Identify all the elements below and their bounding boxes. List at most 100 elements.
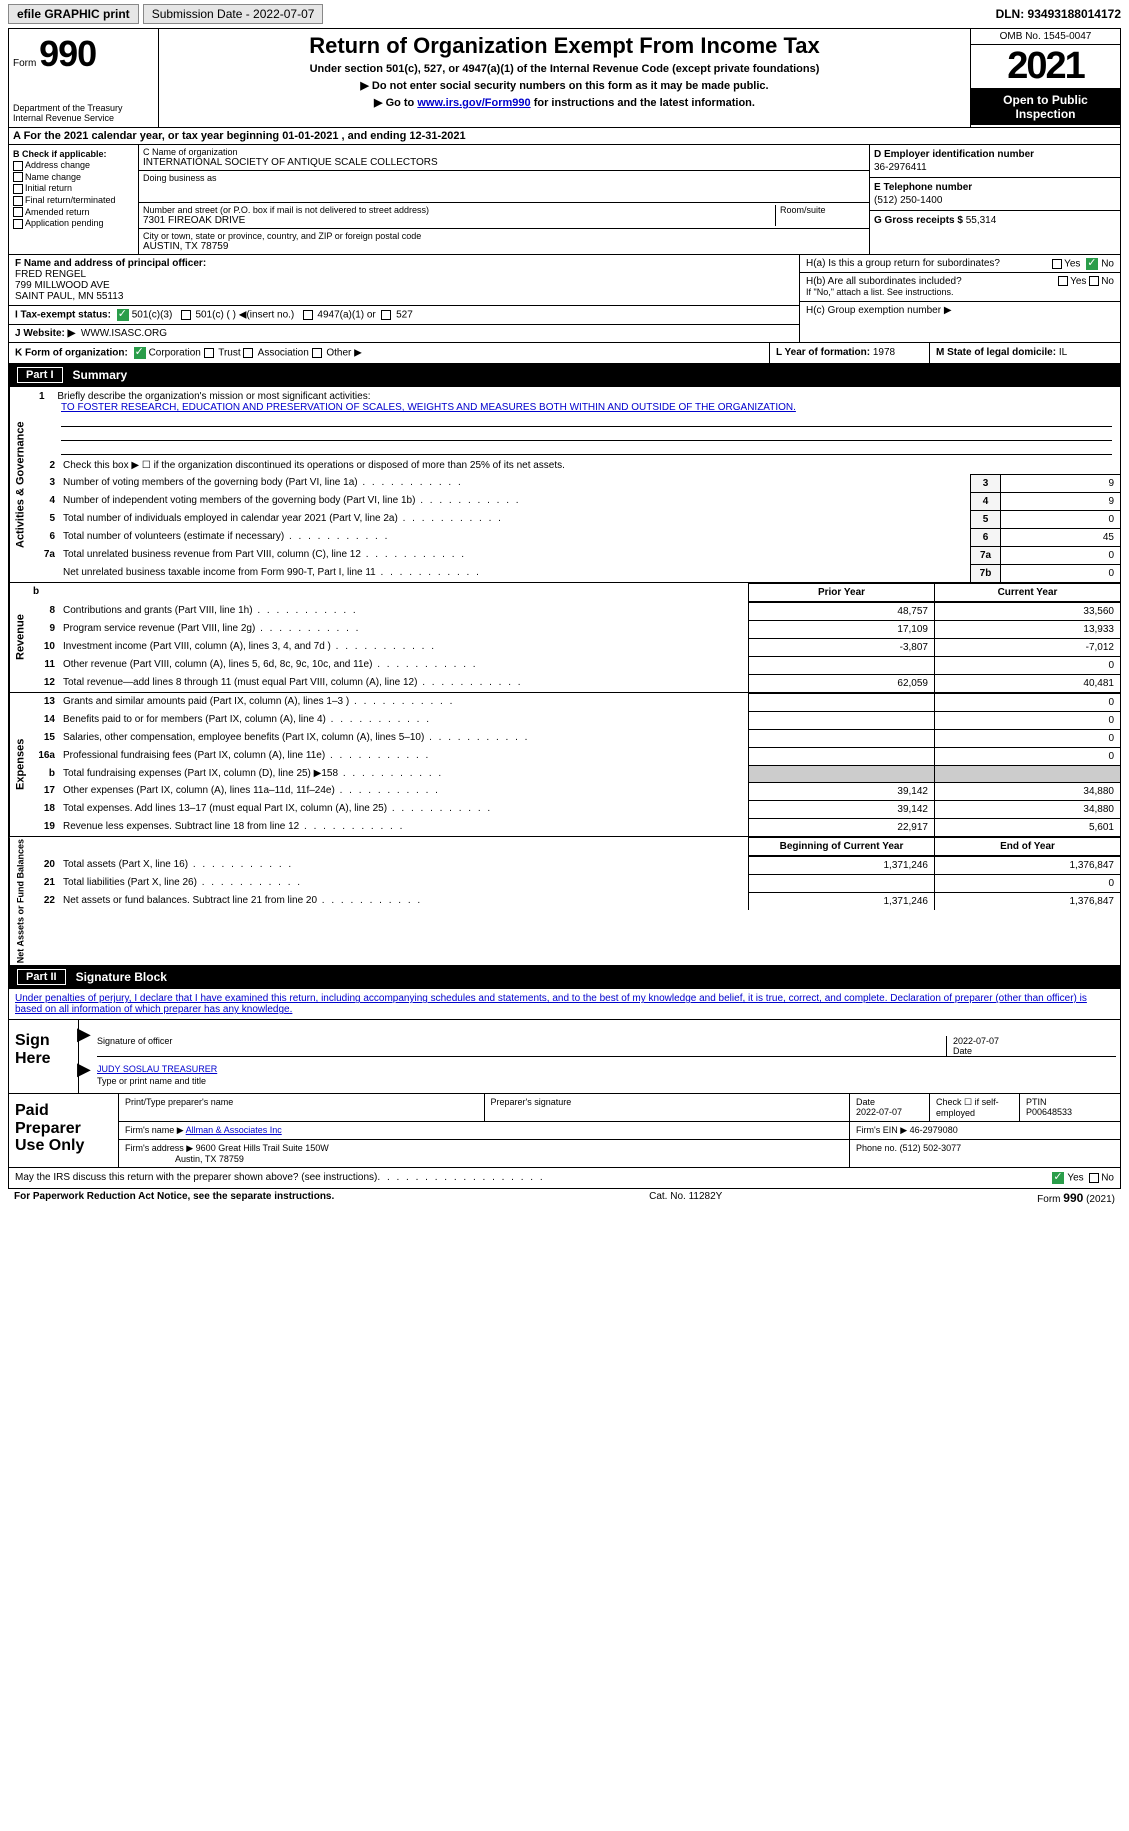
summary-line: 9Program service revenue (Part VIII, lin… [31, 620, 1120, 638]
sign-here-label: Sign Here [9, 1020, 79, 1093]
sub3-a: ▶ Go to [374, 97, 417, 109]
summary-line: 14Benefits paid to or for members (Part … [31, 711, 1120, 729]
vtab-revenue: Revenue [9, 583, 31, 692]
prior-year-header: Prior Year [748, 583, 934, 602]
firm-name: Allman & Associates Inc [186, 1125, 282, 1135]
irs-discuss-row: May the IRS discuss this return with the… [8, 1168, 1121, 1189]
form-footer-label: Form 990 (2021) [1037, 1191, 1115, 1205]
summary-line: 18Total expenses. Add lines 13–17 (must … [31, 800, 1120, 818]
pp-name-label: Print/Type preparer's name [119, 1094, 485, 1121]
chk-assoc[interactable] [243, 348, 253, 358]
form-number: 990 [39, 33, 96, 74]
box-b-title: B Check if applicable: [13, 149, 107, 159]
box-j: J Website: ▶ WWW.ISASC.ORG [9, 325, 799, 342]
chk-discuss-yes[interactable] [1052, 1172, 1064, 1184]
paid-preparer-label: Paid Preparer Use Only [9, 1094, 119, 1167]
chk-hb-no[interactable] [1089, 276, 1099, 286]
form-label: Form [13, 58, 36, 69]
header-sub3: ▶ Go to www.irs.gov/Form990 for instruct… [167, 96, 962, 109]
net-header: Beginning of Current Year End of Year [31, 837, 1120, 856]
pp-sig-label: Preparer's signature [485, 1094, 851, 1121]
sig-date-label: Date [953, 1046, 972, 1056]
chk-name-change[interactable]: Name change [13, 172, 134, 183]
form-title: Return of Organization Exempt From Incom… [167, 33, 962, 59]
chk-hb-yes[interactable] [1058, 276, 1068, 286]
part-2-header: Part II Signature Block [8, 966, 1121, 989]
summary-line: 22Net assets or fund balances. Subtract … [31, 892, 1120, 910]
vtab-governance: Activities & Governance [9, 387, 31, 582]
row-klm: K Form of organization: Corporation Trus… [8, 343, 1121, 364]
summary-line: 4Number of independent voting members of… [31, 492, 1120, 510]
summary-line: bTotal fundraising expenses (Part IX, co… [31, 765, 1120, 782]
street-label: Number and street (or P.O. box if mail i… [143, 205, 775, 215]
dba-label: Doing business as [143, 173, 865, 183]
pp-ptin: P00648533 [1026, 1107, 1072, 1117]
begin-year-header: Beginning of Current Year [748, 837, 934, 856]
irs-link[interactable]: www.irs.gov/Form990 [417, 97, 530, 109]
header-right: OMB No. 1545-0047 2021 Open to Public In… [970, 29, 1120, 127]
box-f: F Name and address of principal officer:… [9, 255, 799, 306]
box-l: L Year of formation: 1978 [770, 343, 930, 363]
box-h-a: H(a) Is this a group return for subordin… [800, 255, 1120, 273]
summary-section: Activities & Governance 1 Briefly descri… [8, 387, 1121, 966]
chk-address-change[interactable]: Address change [13, 160, 134, 171]
sign-here-block: Sign Here ▶ Signature of officer 2022-07… [8, 1020, 1121, 1094]
box-m: M State of legal domicile: IL [930, 343, 1120, 363]
sub3-b: for instructions and the latest informat… [531, 97, 755, 109]
form-header: Form 990 Department of the Treasury Inte… [8, 29, 1121, 128]
open-to-public: Open to Public Inspection [971, 89, 1120, 125]
omb-number: OMB No. 1545-0047 [971, 29, 1120, 45]
chk-trust[interactable] [204, 348, 214, 358]
vtab-net-assets: Net Assets or Fund Balances [9, 837, 31, 965]
officer-addr2: SAINT PAUL, MN 55113 [15, 291, 123, 302]
box-i: I Tax-exempt status: 501(c)(3) 501(c) ( … [9, 306, 799, 325]
summary-line: 3Number of voting members of the governi… [31, 474, 1120, 492]
efile-print-button[interactable]: efile GRAPHIC print [8, 4, 139, 24]
chk-527[interactable] [381, 310, 391, 320]
summary-line: 21Total liabilities (Part X, line 26)0 [31, 874, 1120, 892]
chk-other[interactable] [312, 348, 322, 358]
chk-initial-return[interactable]: Initial return [13, 183, 134, 194]
revenue-header: b Prior Year Current Year [31, 583, 1120, 602]
org-name-label: C Name of organization [143, 147, 865, 157]
chk-4947[interactable] [303, 310, 313, 320]
line-2: 2 Check this box ▶ ☐ if the organization… [31, 457, 1120, 474]
firm-ein: 46-2979080 [910, 1125, 958, 1135]
street: 7301 FIREOAK DRIVE [143, 215, 775, 226]
chk-501c[interactable] [181, 310, 191, 320]
submission-date-button[interactable]: Submission Date - 2022-07-07 [143, 4, 324, 24]
summary-line: 13Grants and similar amounts paid (Part … [31, 693, 1120, 711]
box-d-e-g: D Employer identification number 36-2976… [870, 145, 1120, 254]
phone: (512) 250-1400 [874, 195, 1116, 206]
box-h-b: H(b) Are all subordinates included? Yes … [800, 273, 1120, 302]
chk-amended-return[interactable]: Amended return [13, 207, 134, 218]
summary-line: 12Total revenue—add lines 8 through 11 (… [31, 674, 1120, 692]
summary-line: 16aProfessional fundraising fees (Part I… [31, 747, 1120, 765]
info-grid: B Check if applicable: Address change Na… [8, 145, 1121, 255]
pp-self-employed[interactable]: Check ☐ if self-employed [930, 1094, 1020, 1121]
row-a-tax-year: A For the 2021 calendar year, or tax yea… [8, 128, 1121, 145]
website: WWW.ISASC.ORG [81, 328, 167, 339]
chk-ha-no[interactable] [1086, 258, 1098, 270]
chk-final-return[interactable]: Final return/terminated [13, 195, 134, 206]
chk-501c3[interactable] [117, 309, 129, 321]
box-h-c: H(c) Group exemption number ▶ [800, 302, 1120, 319]
tax-year: 2021 [971, 45, 1120, 89]
summary-line: 17Other expenses (Part IX, column (A), l… [31, 782, 1120, 800]
summary-line: 20Total assets (Part X, line 16)1,371,24… [31, 856, 1120, 874]
chk-corp[interactable] [134, 347, 146, 359]
room-label: Room/suite [775, 205, 865, 226]
chk-discuss-no[interactable] [1089, 1173, 1099, 1183]
mission-text: TO FOSTER RESEARCH, EDUCATION AND PRESER… [61, 402, 796, 413]
chk-application-pending[interactable]: Application pending [13, 218, 134, 229]
cat-no: Cat. No. 11282Y [649, 1191, 722, 1205]
summary-line: 10Investment income (Part VIII, column (… [31, 638, 1120, 656]
box-c: C Name of organization INTERNATIONAL SOC… [139, 145, 870, 254]
chk-ha-yes[interactable] [1052, 259, 1062, 269]
dln-label: DLN: 93493188014172 [996, 7, 1121, 21]
paid-preparer-block: Paid Preparer Use Only Print/Type prepar… [8, 1094, 1121, 1168]
summary-line: 7aTotal unrelated business revenue from … [31, 546, 1120, 564]
sig-officer-label: Signature of officer [97, 1036, 172, 1056]
box-b: B Check if applicable: Address change Na… [9, 145, 139, 254]
ein: 36-2976411 [874, 162, 1116, 173]
